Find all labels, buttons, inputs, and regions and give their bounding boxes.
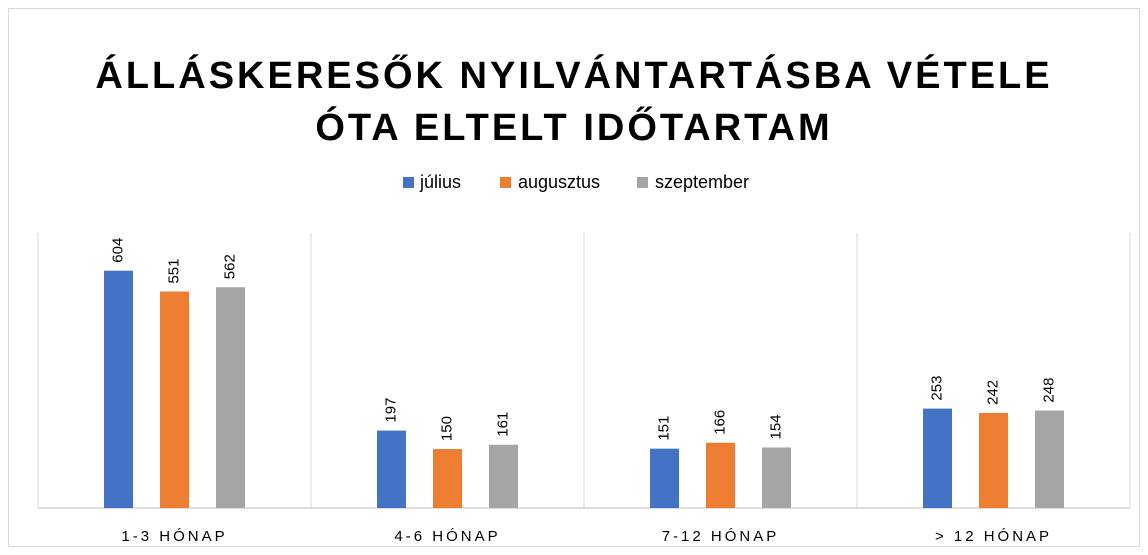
data-label: 151 (655, 416, 672, 441)
data-label: 551 (165, 259, 182, 284)
bar (979, 412, 1008, 508)
bar (706, 442, 735, 508)
legend-swatch (403, 177, 414, 188)
x-tick-label: 7-12 HÓNAP (662, 528, 780, 545)
data-label: 197 (382, 398, 399, 423)
data-label: 154 (767, 414, 784, 439)
bar (160, 291, 189, 508)
data-label: 161 (494, 412, 511, 437)
bar (377, 430, 406, 508)
bar (433, 449, 462, 508)
data-label: 150 (438, 416, 455, 441)
legend-swatch (637, 177, 648, 188)
bar (104, 270, 133, 508)
x-tick-label: 1-3 HÓNAP (121, 528, 227, 545)
bar (762, 447, 791, 508)
bar (1035, 410, 1064, 508)
bar (650, 448, 679, 508)
data-label: 562 (221, 254, 238, 279)
legend-swatch (500, 177, 511, 188)
legend-label: augusztus (518, 172, 600, 192)
chart-title: ÓTA ELTELT IDŐTARTAM (315, 105, 832, 149)
data-label: 253 (928, 376, 945, 401)
data-label: 248 (1040, 378, 1057, 403)
x-tick-label: > 12 HÓNAP (935, 528, 1052, 545)
x-tick-label: 4-6 HÓNAP (394, 528, 500, 545)
bar (216, 287, 245, 508)
bar (923, 408, 952, 508)
data-label: 166 (711, 410, 728, 435)
bar (489, 444, 518, 508)
chart-title: ÁLLÁSKERESŐK NYILVÁNTARTÁSBA VÉTELE (95, 53, 1052, 97)
legend-label: július (419, 172, 461, 192)
legend-label: szeptember (655, 172, 749, 192)
data-label: 242 (984, 380, 1001, 405)
data-label: 604 (109, 238, 126, 263)
